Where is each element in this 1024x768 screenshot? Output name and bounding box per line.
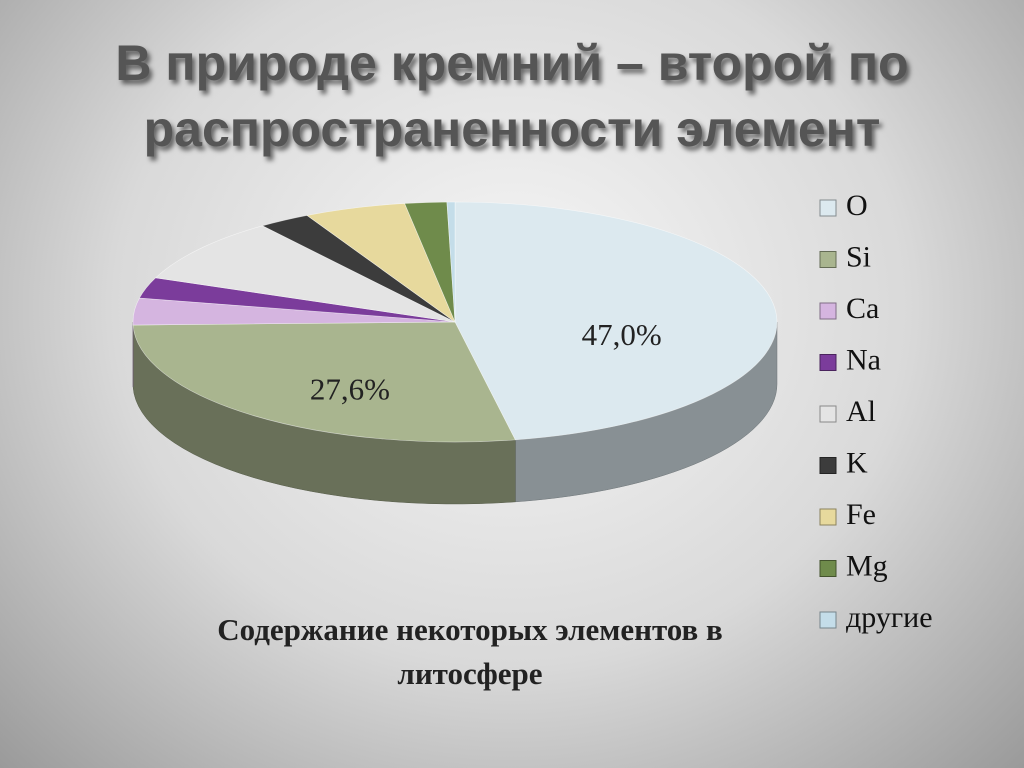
legend-swatch	[819, 199, 837, 217]
legend-label: другие	[846, 601, 933, 634]
legend-label: Al	[846, 395, 876, 428]
legend-swatch	[819, 405, 837, 423]
legend-swatch	[819, 611, 837, 629]
data-label: 27,6%	[310, 372, 390, 407]
legend-swatch	[819, 560, 837, 577]
chart-caption: Содержание некоторых элементов в литосфе…	[217, 612, 723, 691]
legend-label: O	[846, 189, 868, 222]
legend-label: K	[846, 446, 868, 479]
slice	[446, 201, 456, 323]
legend-swatch	[819, 251, 837, 268]
slice	[454, 201, 778, 441]
slice	[132, 321, 516, 443]
legend-swatch	[819, 354, 837, 371]
slice	[154, 225, 456, 323]
legend-swatch	[819, 457, 837, 474]
legend-label: Fe	[846, 498, 876, 531]
legend-label: Na	[846, 343, 881, 376]
slide-title: В природе кремний – второй по распростра…	[115, 35, 909, 157]
data-label: 47,0%	[582, 317, 662, 352]
legend-label: Si	[846, 240, 871, 273]
legend-label: Mg	[846, 549, 888, 582]
legend-swatch	[819, 302, 837, 320]
legend-swatch	[819, 508, 837, 526]
legend-label: Ca	[846, 292, 879, 325]
